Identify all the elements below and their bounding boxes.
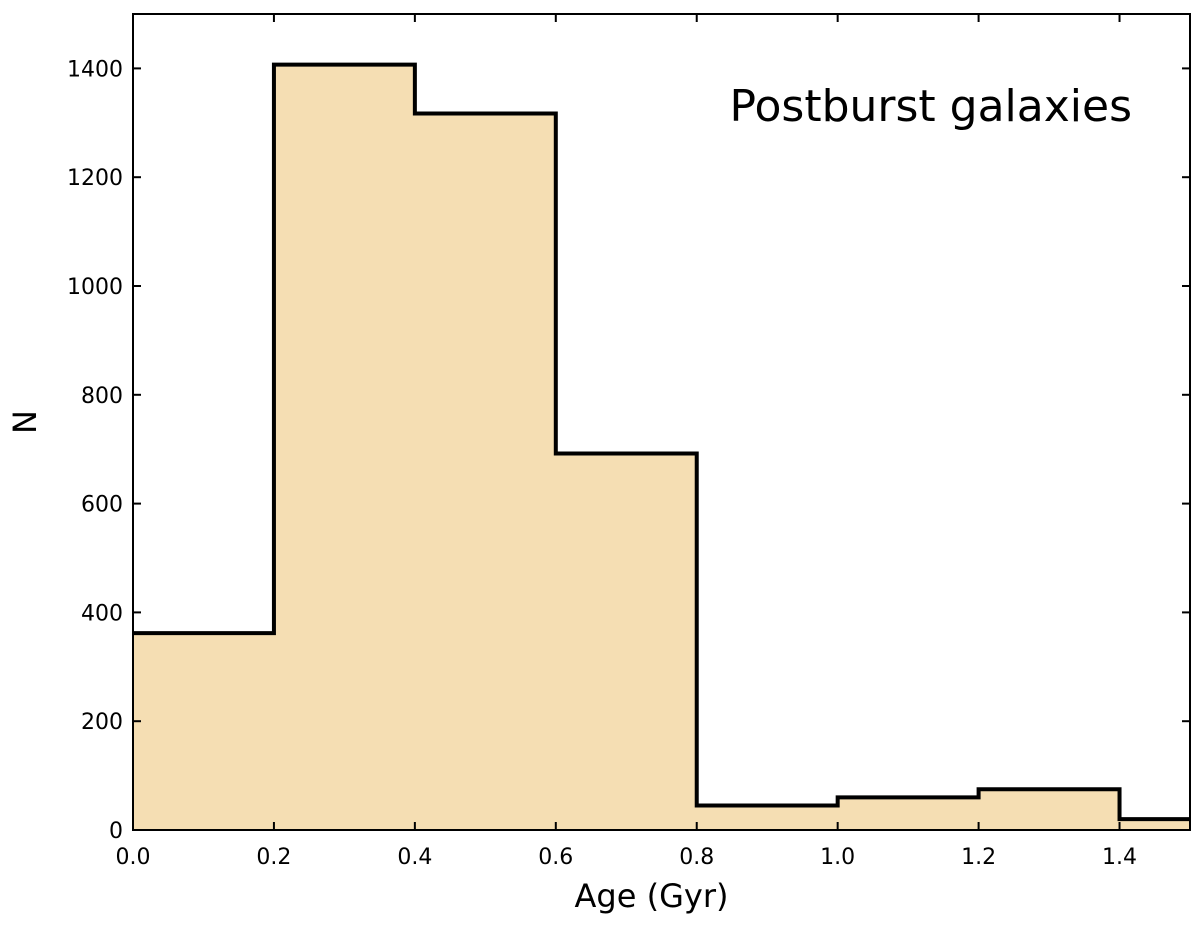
y-tick-label: 800 — [81, 384, 123, 409]
y-tick-label: 600 — [81, 493, 123, 518]
histogram-fill — [133, 64, 1190, 831]
histogram-step-outline — [133, 62, 1190, 822]
x-axis-label: Age (Gyr) — [575, 877, 729, 915]
plot-area — [133, 62, 1190, 831]
axes-frame — [132, 13, 1191, 831]
x-tick-label: 0.4 — [397, 845, 432, 870]
x-tick-label: 0.6 — [538, 845, 573, 870]
y-tick-label: 200 — [81, 710, 123, 735]
x-tick-label: 1.2 — [961, 845, 996, 870]
chart-annotation: Postburst galaxies — [730, 81, 1132, 132]
y-tick-label: 400 — [81, 601, 123, 626]
y-tick-label: 1000 — [67, 275, 123, 300]
y-tick-label: 1200 — [67, 166, 123, 191]
y-tick-label: 1400 — [67, 57, 123, 82]
x-tick-label: 1.4 — [1102, 845, 1137, 870]
x-tick-label: 1.0 — [820, 845, 855, 870]
y-axis-label: N — [6, 410, 44, 434]
y-tick-label: 0 — [109, 819, 123, 844]
x-tick-label: 0.2 — [256, 845, 291, 870]
x-tick-label: 0.8 — [679, 845, 714, 870]
x-tick-label: 0.0 — [116, 845, 151, 870]
tick-labels: 0.0 0.2 0.4 0.6 0.8 1.0 1.2 1.4 0 200 400 600 800 100… — [67, 57, 1137, 870]
